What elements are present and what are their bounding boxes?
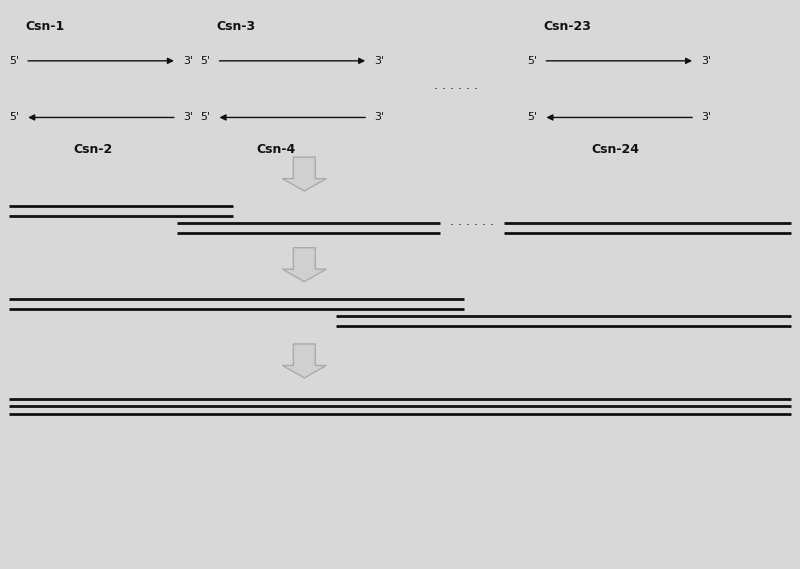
Text: 3': 3'	[702, 113, 711, 122]
Text: Csn-2: Csn-2	[73, 143, 112, 156]
Text: Csn-3: Csn-3	[217, 19, 256, 32]
Text: 5': 5'	[527, 56, 537, 66]
Text: 5': 5'	[200, 56, 210, 66]
Text: 3': 3'	[374, 113, 385, 122]
Text: 3': 3'	[183, 113, 194, 122]
Polygon shape	[282, 248, 326, 282]
Text: 5': 5'	[9, 113, 19, 122]
Text: Csn-24: Csn-24	[591, 143, 639, 156]
Text: Csn-4: Csn-4	[257, 143, 296, 156]
Text: Csn-23: Csn-23	[543, 19, 591, 32]
Text: 3': 3'	[183, 56, 194, 66]
Text: 3': 3'	[374, 56, 385, 66]
Text: Csn-1: Csn-1	[26, 19, 65, 32]
Text: 5': 5'	[200, 113, 210, 122]
Polygon shape	[282, 344, 326, 378]
Polygon shape	[282, 157, 326, 191]
Text: 5': 5'	[9, 56, 19, 66]
Text: · · · · · ·: · · · · · ·	[434, 83, 478, 96]
Text: 3': 3'	[702, 56, 711, 66]
Text: 5': 5'	[527, 113, 537, 122]
Text: · · · · · ·: · · · · · ·	[450, 218, 494, 232]
